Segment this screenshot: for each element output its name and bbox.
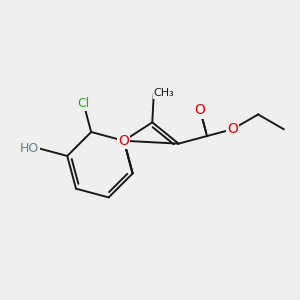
Text: O: O: [118, 134, 129, 148]
Text: O: O: [227, 122, 238, 136]
Text: Cl: Cl: [77, 97, 90, 110]
Text: HO: HO: [20, 142, 39, 155]
Text: CH₃: CH₃: [154, 88, 175, 98]
Text: O: O: [195, 103, 206, 117]
